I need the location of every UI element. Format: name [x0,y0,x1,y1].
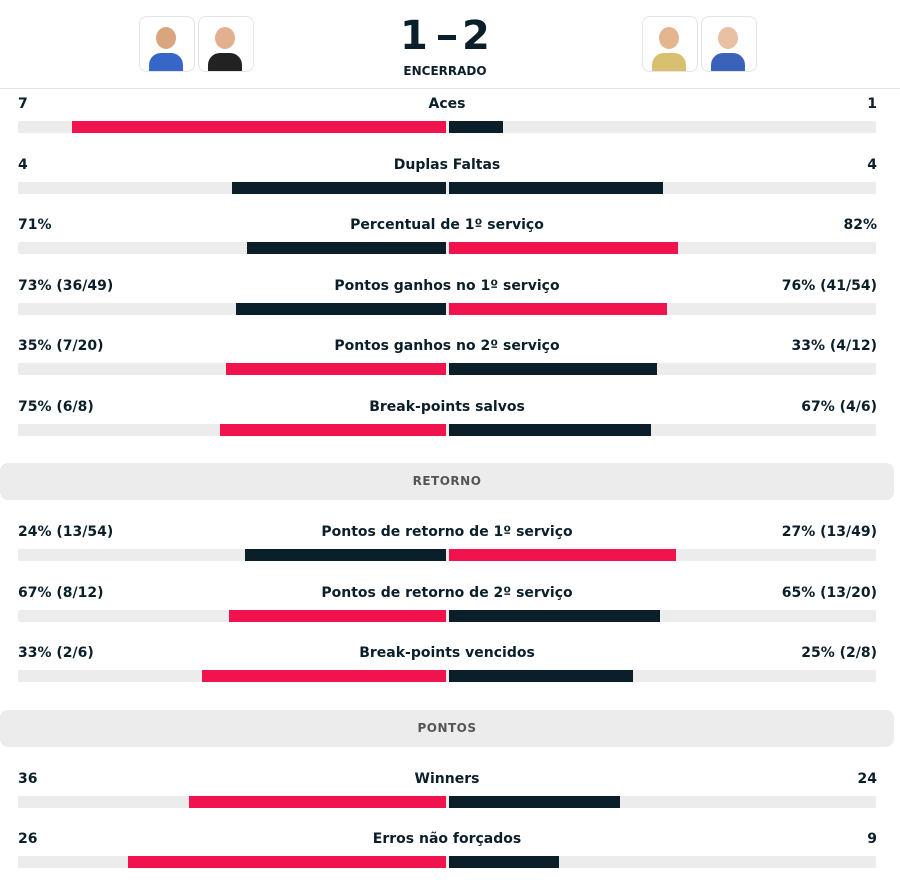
stat-label: Aces [428,96,466,112]
home-value: 33% (2/6) [18,645,94,661]
home-value: 73% (36/49) [18,277,114,294]
section-title: RETORNO [412,474,482,488]
home-value: 75% (6/8) [18,398,94,415]
player-avatar [139,16,195,72]
home-bar [189,795,446,808]
away-bar [449,121,503,133]
away-bar [449,856,560,868]
bar-track [18,423,876,436]
stat-label: Duplas Faltas [393,156,501,173]
stat-label: Pontos de retorno de 1º serviço [321,524,573,540]
away-value: 82% [843,217,877,233]
player-avatar [198,16,254,72]
bar-track [18,363,876,375]
bar-track [18,181,876,194]
away-value: 33% (4/12) [791,338,877,354]
home-bar [228,609,446,622]
home-bar [128,856,446,868]
home-bar [219,423,446,436]
away-value: 24 [857,770,877,787]
section-title: PONTOS [417,720,477,735]
home-bar [232,181,446,194]
away-bar [449,242,679,254]
home-value: 71% [18,217,52,233]
bar-track [18,242,876,254]
stat-label: Break-points salvos [369,398,525,415]
away-value: 9 [867,831,877,847]
away-value: 27% (13/49) [781,524,877,540]
home-value: 67% (8/12) [18,584,104,601]
stat-label: Pontos ganhos no 2º serviço [334,338,560,354]
home-value: 36 [18,770,38,787]
away-value: 65% (13/20) [781,584,877,601]
stat-label: Erros não forçados [372,831,522,847]
score-dash [438,35,456,40]
stat-label: Percentual de 1º serviço [350,217,544,233]
home-value: 35% (7/20) [18,338,104,354]
away-bar [449,609,660,622]
bar-track [18,609,876,622]
home-score: 1 [400,13,428,59]
stat-label: Winners [414,770,480,787]
home-bar [236,302,446,315]
player-avatar [642,16,698,72]
away-bar [449,181,663,194]
stat-label: Break-points vencidos [359,645,535,661]
bar-track [18,549,876,561]
home-value: 4 [18,156,28,173]
home-bar [71,121,446,133]
home-value: 7 [18,96,28,112]
home-bar [225,363,446,375]
away-value: 67% (4/6) [801,398,877,415]
bar-track [18,670,876,682]
section-header: PONTOS [0,709,894,747]
home-bar [244,549,446,561]
away-bar [449,363,657,375]
bar-track [18,795,876,808]
section-header: RETORNO [0,463,894,500]
match-status: ENCERRADO [403,64,487,78]
away-value: 1 [867,96,877,112]
stat-label: Pontos ganhos no 1º serviço [334,277,560,294]
home-bar [247,242,446,254]
away-value: 76% (41/54) [781,277,877,294]
home-bar [202,670,446,682]
away-score: 2 [462,13,490,59]
away-bar [449,795,621,808]
home-value: 24% (13/54) [18,524,114,540]
bar-track [18,302,876,315]
away-bar [449,302,668,315]
away-bar [449,549,676,561]
stat-label: Pontos de retorno de 2º serviço [321,584,573,601]
away-value: 4 [867,156,877,173]
away-bar [449,670,634,682]
player-avatar [701,16,757,72]
away-bar [449,423,651,436]
divider [0,88,900,89]
home-value: 26 [18,831,38,847]
away-value: 25% (2/8) [801,645,877,661]
